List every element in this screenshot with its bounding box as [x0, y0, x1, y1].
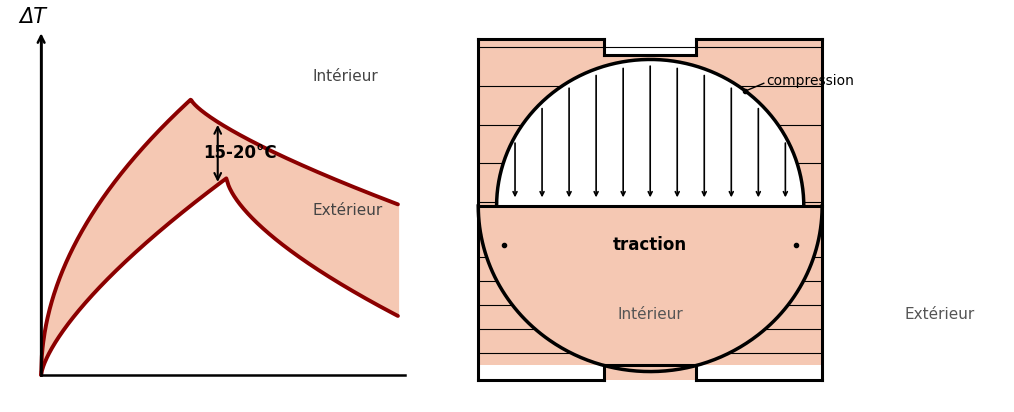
- Text: traction: traction: [613, 236, 687, 254]
- Polygon shape: [479, 40, 822, 206]
- Text: ΔT: ΔT: [19, 7, 47, 27]
- Text: compression: compression: [766, 74, 854, 88]
- Text: Extérieur: Extérieur: [312, 204, 382, 218]
- Text: Extérieur: Extérieur: [904, 307, 974, 322]
- Text: Intérieur: Intérieur: [618, 307, 683, 322]
- Polygon shape: [479, 206, 822, 380]
- Text: Intérieur: Intérieur: [312, 69, 378, 84]
- Text: 15-20°C: 15-20°C: [204, 144, 277, 162]
